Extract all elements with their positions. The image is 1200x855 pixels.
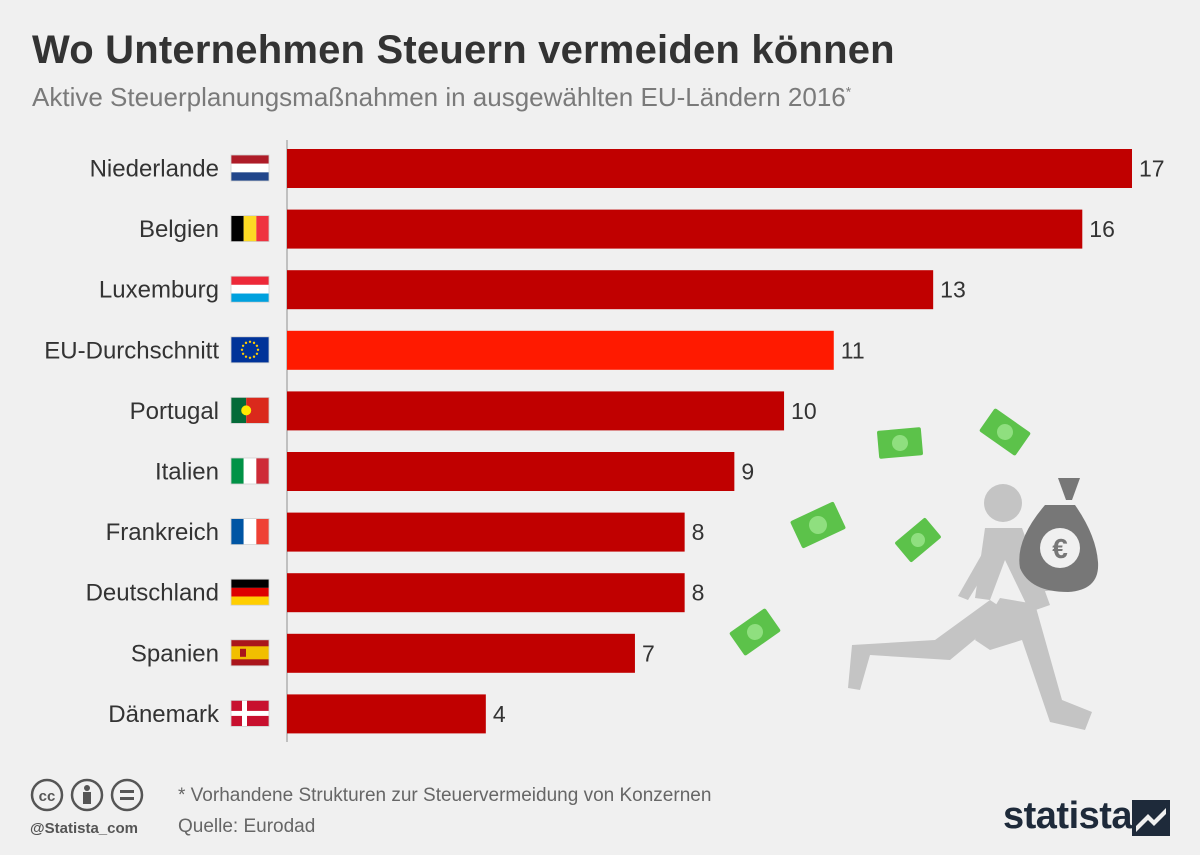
bar-value-label: 8 bbox=[692, 519, 705, 545]
banknote-icon bbox=[729, 608, 781, 656]
category-label: Spanien bbox=[131, 640, 219, 667]
statista-handle[interactable]: @Statista_com bbox=[30, 820, 138, 837]
flag-pt-icon bbox=[230, 396, 270, 424]
statista-logo-text[interactable]: statista bbox=[1003, 795, 1133, 837]
attribution-icon bbox=[70, 778, 104, 812]
bar bbox=[287, 209, 1083, 249]
footnote: * Vorhandene Strukturen zur Steuervermei… bbox=[178, 785, 712, 806]
bar bbox=[287, 512, 685, 552]
bar-value-label: 9 bbox=[741, 459, 754, 485]
bar bbox=[287, 270, 934, 310]
subtitle-text: Aktive Steuerplanungsmaßnahmen in ausgew… bbox=[32, 82, 846, 112]
bar bbox=[287, 694, 486, 734]
chart-subtitle: Aktive Steuerplanungsmaßnahmen in ausgew… bbox=[32, 82, 851, 113]
category-label: Belgien bbox=[139, 216, 219, 243]
flag-de-icon bbox=[230, 578, 270, 606]
bar bbox=[287, 452, 735, 491]
banknote-icon bbox=[979, 408, 1031, 456]
bar-value-label: 10 bbox=[791, 398, 817, 424]
bar bbox=[287, 149, 1132, 188]
subtitle-footnote-mark: * bbox=[845, 83, 852, 100]
chart-title: Wo Unternehmen Steuern vermeiden können bbox=[32, 28, 895, 72]
bar-value-label: 13 bbox=[940, 277, 966, 303]
flag-fr-icon bbox=[230, 518, 270, 545]
category-label: Luxemburg bbox=[99, 277, 219, 304]
flag-it-icon bbox=[230, 457, 270, 485]
category-label: Italien bbox=[155, 459, 219, 486]
bar-value-label: 16 bbox=[1089, 216, 1115, 242]
flag-eu-icon bbox=[230, 336, 270, 364]
tax-evader-illustration: € bbox=[729, 408, 1099, 730]
bars-group: 17 Niederlande 16 Belgien 13 Luxemburg 11 EU-Du… bbox=[44, 149, 1165, 734]
category-label: EU-Durchschnitt bbox=[44, 337, 219, 364]
creative-commons-icons: cc bbox=[30, 778, 144, 812]
money-bag-icon: € bbox=[1019, 478, 1099, 592]
flag-be-icon bbox=[230, 215, 270, 243]
flag-es-icon bbox=[230, 639, 270, 667]
bar-value-label: 4 bbox=[493, 701, 506, 727]
bar bbox=[287, 330, 834, 370]
bar-value-label: 17 bbox=[1139, 156, 1165, 182]
banknote-icon bbox=[790, 501, 846, 549]
bar-value-label: 11 bbox=[841, 337, 865, 363]
category-label: Deutschland bbox=[86, 580, 219, 607]
svg-text:cc: cc bbox=[39, 788, 56, 805]
flag-lu-icon bbox=[230, 275, 270, 303]
bar-value-label: 7 bbox=[642, 640, 655, 666]
bar bbox=[287, 573, 685, 613]
cc-icon: cc bbox=[30, 778, 64, 812]
category-label: Portugal bbox=[130, 398, 219, 425]
no-derivatives-icon bbox=[110, 778, 144, 812]
category-label: Frankreich bbox=[106, 519, 219, 546]
bar bbox=[287, 633, 635, 673]
flag-dk-icon bbox=[230, 700, 270, 727]
statista-logo-icon[interactable] bbox=[1132, 800, 1170, 836]
category-label: Dänemark bbox=[108, 701, 220, 728]
bar bbox=[287, 391, 785, 431]
flag-nl-icon bbox=[230, 154, 270, 182]
euro-sign-icon: € bbox=[1052, 533, 1068, 564]
source-note: Quelle: Eurodad bbox=[178, 816, 316, 837]
bar-value-label: 8 bbox=[692, 580, 705, 606]
category-label: Niederlande bbox=[90, 156, 219, 183]
banknote-icon bbox=[895, 518, 941, 562]
banknote-icon bbox=[877, 427, 923, 459]
